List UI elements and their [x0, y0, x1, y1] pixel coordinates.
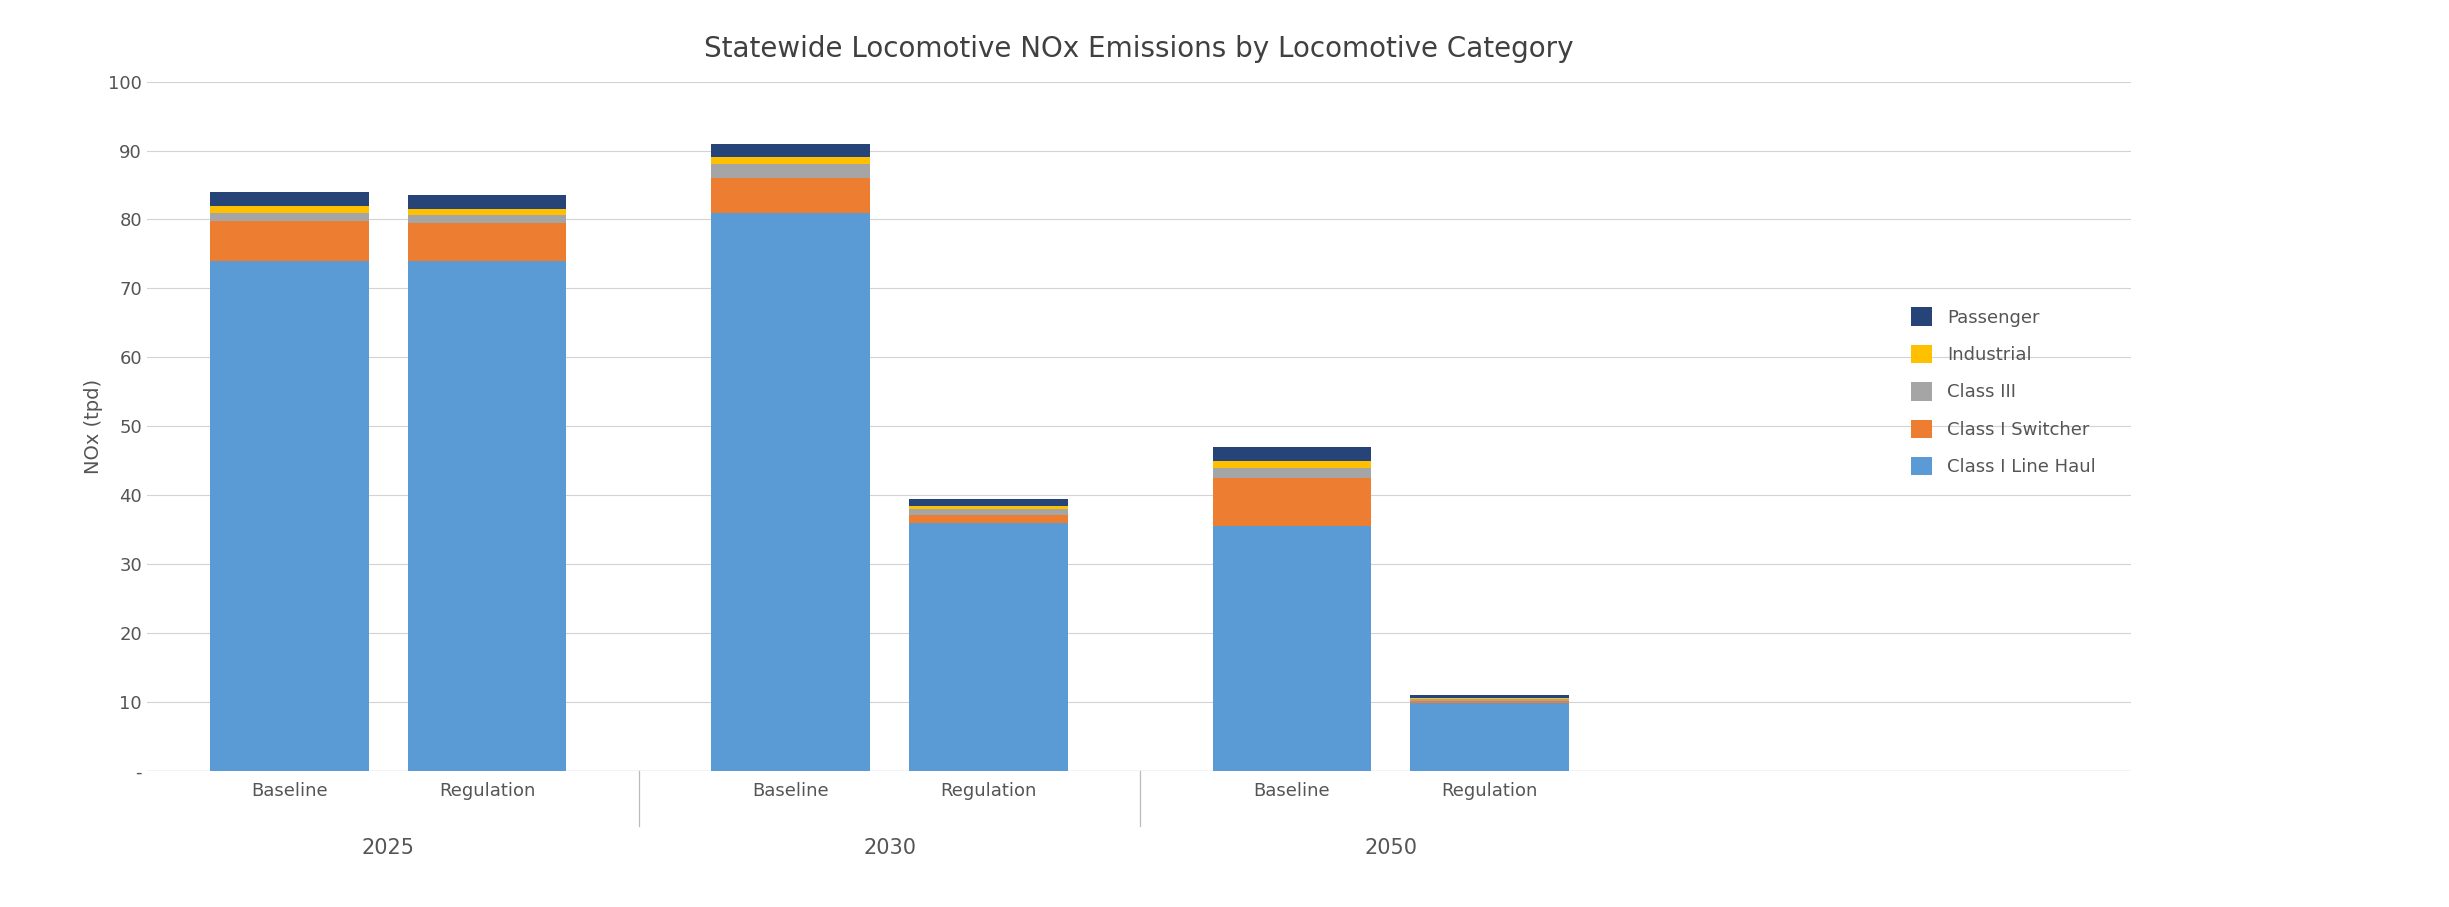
- Bar: [713, 143, 869, 158]
- Bar: [409, 195, 566, 210]
- Bar: [1411, 704, 1570, 771]
- Y-axis label: NOx (tpd): NOx (tpd): [83, 379, 103, 473]
- Bar: [409, 210, 566, 215]
- Bar: [713, 164, 869, 178]
- Bar: [211, 192, 367, 207]
- Bar: [713, 158, 869, 164]
- Text: 2030: 2030: [862, 838, 916, 858]
- Bar: [409, 261, 566, 771]
- Title: Statewide Locomotive NOx Emissions by Locomotive Category: Statewide Locomotive NOx Emissions by Lo…: [703, 34, 1575, 63]
- Bar: [1212, 526, 1371, 771]
- Bar: [1212, 447, 1371, 461]
- Bar: [1411, 697, 1570, 699]
- Bar: [909, 514, 1068, 522]
- Bar: [211, 261, 367, 771]
- Bar: [909, 522, 1068, 771]
- Legend: Passenger, Industrial, Class III, Class I Switcher, Class I Line Haul: Passenger, Industrial, Class III, Class …: [1900, 298, 2104, 485]
- Bar: [1411, 700, 1570, 704]
- Bar: [1212, 478, 1371, 526]
- Text: 2025: 2025: [362, 838, 414, 858]
- Text: 2050: 2050: [1364, 838, 1418, 858]
- Bar: [1411, 699, 1570, 700]
- Bar: [211, 221, 367, 261]
- Bar: [713, 212, 869, 771]
- Bar: [211, 212, 367, 221]
- Bar: [713, 178, 869, 212]
- Bar: [1411, 695, 1570, 697]
- Bar: [909, 509, 1068, 514]
- Bar: [409, 215, 566, 223]
- Bar: [909, 505, 1068, 509]
- Bar: [211, 207, 367, 212]
- Bar: [909, 499, 1068, 505]
- Bar: [1212, 468, 1371, 478]
- Bar: [409, 223, 566, 261]
- Bar: [1212, 461, 1371, 468]
